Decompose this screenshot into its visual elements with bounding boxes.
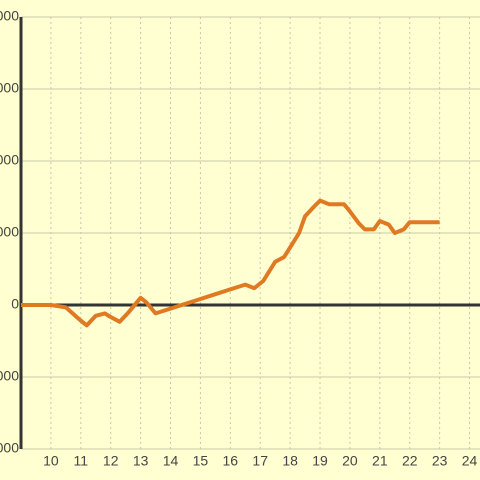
x-tick-label: 14 — [163, 453, 179, 469]
y-tick-label: -6,000 — [0, 440, 19, 456]
x-tick-label: 20 — [342, 453, 358, 469]
y-tick-label: 12,000 — [0, 8, 19, 24]
x-tick-label: 17 — [252, 453, 268, 469]
x-tick-label: 13 — [133, 453, 149, 469]
y-tick-label: 3,000 — [0, 224, 19, 240]
x-tick-label: 21 — [372, 453, 388, 469]
x-tick-label: 16 — [223, 453, 239, 469]
x-tick-label: 15 — [193, 453, 209, 469]
x-tick-label: 22 — [402, 453, 418, 469]
y-tick-label: 9,000 — [0, 80, 19, 96]
x-tick-label: 19 — [312, 453, 328, 469]
x-tick-label: 11 — [74, 453, 89, 469]
data-line — [21, 198, 440, 328]
y-tick-label: 0 — [11, 296, 19, 312]
y-tick-label: 6,000 — [0, 152, 19, 168]
x-tick-label: 12 — [103, 453, 119, 469]
x-tick-label: 23 — [432, 453, 448, 469]
x-tick-label: 18 — [282, 453, 298, 469]
x-tick-label: 24 — [462, 453, 478, 469]
x-tick-label: 10 — [43, 453, 59, 469]
y-tick-label: -3,000 — [0, 368, 19, 384]
